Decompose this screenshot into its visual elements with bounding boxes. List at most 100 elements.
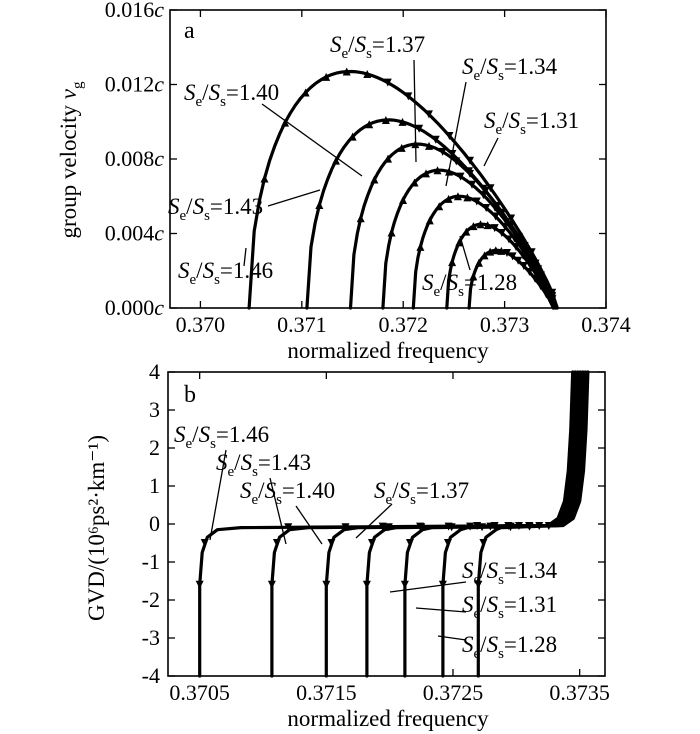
panel-a-ticks: 0.370 0.371 0.372 0.373 0.374 0.000c 0.004c 0.0… bbox=[105, 0, 631, 337]
panel-b-y-tick-label: -4 bbox=[142, 663, 160, 688]
panel-b-leader bbox=[355, 503, 393, 539]
panel-a-marker bbox=[410, 178, 419, 187]
panel-a-annotation: Se/Ss=1.31 bbox=[484, 108, 579, 138]
panel-a-marker bbox=[416, 242, 425, 251]
panel-b-y-tick-label: -1 bbox=[142, 549, 160, 574]
panel-a-marker bbox=[438, 147, 447, 156]
panel-a-y-tick-label: 0.000c bbox=[105, 295, 165, 320]
panel-b-marker bbox=[405, 539, 414, 547]
panel-a-y-tick-label: 0.012c bbox=[105, 72, 165, 97]
panel-a-marker bbox=[504, 235, 513, 244]
panel-a-marker bbox=[260, 174, 269, 183]
panel-a-y-axis-title: group velocity vg bbox=[56, 81, 86, 238]
panel-b-y-tick-label: 3 bbox=[149, 397, 160, 422]
panel-a-marker bbox=[531, 274, 540, 283]
panel-a-x-tick-label: 0.371 bbox=[277, 312, 327, 337]
panel-a-marker bbox=[472, 197, 481, 206]
panel-b-annotation: Se/Ss=1.46 bbox=[174, 422, 269, 452]
panel-a-annotation: Se/Ss=1.46 bbox=[178, 258, 273, 288]
panel-a-marker bbox=[497, 246, 506, 255]
panel-b-leader bbox=[269, 477, 287, 545]
panel-a-letter: a bbox=[184, 18, 195, 44]
panel-b-marker bbox=[525, 522, 534, 531]
panel-b-marker bbox=[195, 580, 204, 589]
panel-a-marker bbox=[482, 204, 491, 213]
panel-a-marker bbox=[490, 203, 499, 212]
panel-a-curve-1.46 bbox=[247, 69, 559, 310]
panel-a-marker bbox=[525, 268, 534, 277]
panel-b-marker bbox=[384, 523, 393, 532]
panel-b-marker bbox=[322, 580, 331, 589]
panel-a-marker bbox=[469, 222, 478, 231]
panel-a-marker bbox=[452, 157, 461, 166]
panel-a-x-axis-title: normalized frequency bbox=[287, 338, 489, 363]
panel-b-annotation: Se/Ss=1.37 bbox=[374, 478, 469, 508]
panel-b-annotation: Se/Ss=1.40 bbox=[240, 478, 335, 508]
panel-a-marker bbox=[469, 272, 478, 281]
panel-a-y-tick-label: 0.016c bbox=[105, 0, 165, 22]
panel-a-marker bbox=[399, 195, 408, 204]
panel-a-marker bbox=[525, 251, 534, 260]
panel-b-leaders bbox=[209, 449, 467, 641]
panel-a-marker bbox=[397, 143, 406, 152]
panel-a-marker bbox=[465, 169, 474, 178]
panel-a-marker bbox=[462, 227, 471, 236]
panel-b-marker bbox=[200, 539, 209, 547]
panel-a-y-tick-label: 0.008c bbox=[105, 146, 165, 171]
panel-b-marker bbox=[478, 523, 487, 532]
panel-a-marker bbox=[508, 252, 517, 261]
panel-a-marker bbox=[526, 261, 535, 270]
panel-b-marker bbox=[284, 523, 293, 532]
panel-a-marker bbox=[519, 262, 528, 271]
panel-a-marker bbox=[415, 124, 424, 133]
panel-a-marker bbox=[479, 184, 488, 193]
panel-a-leader bbox=[261, 103, 363, 177]
panel-a-marker bbox=[463, 193, 472, 202]
panel-b-y-tick-label: 0 bbox=[149, 511, 160, 536]
panel-a-y-axis-title-main: group velocity bbox=[56, 99, 81, 238]
panel-b-annotation: Se/Ss=1.28 bbox=[462, 632, 557, 662]
panel-b-marker bbox=[400, 580, 409, 589]
panel-b-y-tick-label: 4 bbox=[149, 359, 160, 384]
panel-a-marker bbox=[502, 248, 511, 257]
panel-b-annotation: Se/Ss=1.31 bbox=[462, 592, 557, 622]
panel-b: b 0.3705 0.3715 0.3725 0.3735-4-3-2-101234 … bbox=[84, 359, 610, 731]
panel-a-y-axis-title-sub: g bbox=[70, 81, 86, 89]
panel-a-marker bbox=[363, 69, 372, 78]
panel-b-y-tick-label: -3 bbox=[142, 625, 160, 650]
panel-a-marker bbox=[456, 172, 465, 181]
panel-a-series-1.28 bbox=[467, 246, 556, 310]
panel-a-annotation: Se/Ss=1.43 bbox=[168, 194, 263, 224]
panel-a-y-axis-title-var: v bbox=[56, 88, 81, 99]
panel-a-annotation: Se/Ss=1.34 bbox=[462, 54, 558, 84]
panel-a-marker bbox=[445, 131, 454, 140]
panel-b-leader bbox=[295, 505, 323, 545]
panel-b-series-1.28 bbox=[474, 370, 590, 678]
panel-b-curve-1.28 bbox=[476, 370, 590, 678]
panel-b-leader bbox=[389, 581, 467, 593]
panel-a-series-1.46 bbox=[247, 67, 559, 310]
panel-a-marker bbox=[542, 290, 551, 299]
panel-a-marker bbox=[476, 220, 485, 229]
panel-a-marker bbox=[448, 258, 457, 267]
panel-b-leader bbox=[415, 607, 467, 613]
panel-b-y-tick-label: 2 bbox=[149, 435, 160, 460]
panel-a-marker bbox=[404, 92, 413, 101]
panel-b-marker bbox=[443, 539, 452, 547]
panel-a-marker bbox=[474, 258, 483, 267]
panel-b-ticks: 0.3705 0.3715 0.3725 0.3735 -4 -3 -2 -1 0 1 2 3 4 bbox=[142, 359, 610, 705]
panel-a-marker bbox=[514, 256, 523, 265]
panel-a-marker bbox=[480, 251, 489, 260]
panel-b-marker bbox=[447, 523, 456, 532]
panel-a-y-tick-label: 0.004c bbox=[105, 221, 165, 246]
panel-a-leader bbox=[459, 235, 471, 271]
panel-a-leader bbox=[413, 59, 417, 163]
panel-a-marker bbox=[384, 154, 393, 163]
panel-b-marker bbox=[362, 580, 371, 589]
panel-a-marker bbox=[435, 202, 444, 211]
panel-a-marker bbox=[483, 221, 492, 230]
panel-b-x-tick-label: 0.3725 bbox=[423, 680, 484, 705]
panel-b-marker bbox=[327, 539, 336, 547]
panel-a-marker bbox=[342, 67, 351, 76]
